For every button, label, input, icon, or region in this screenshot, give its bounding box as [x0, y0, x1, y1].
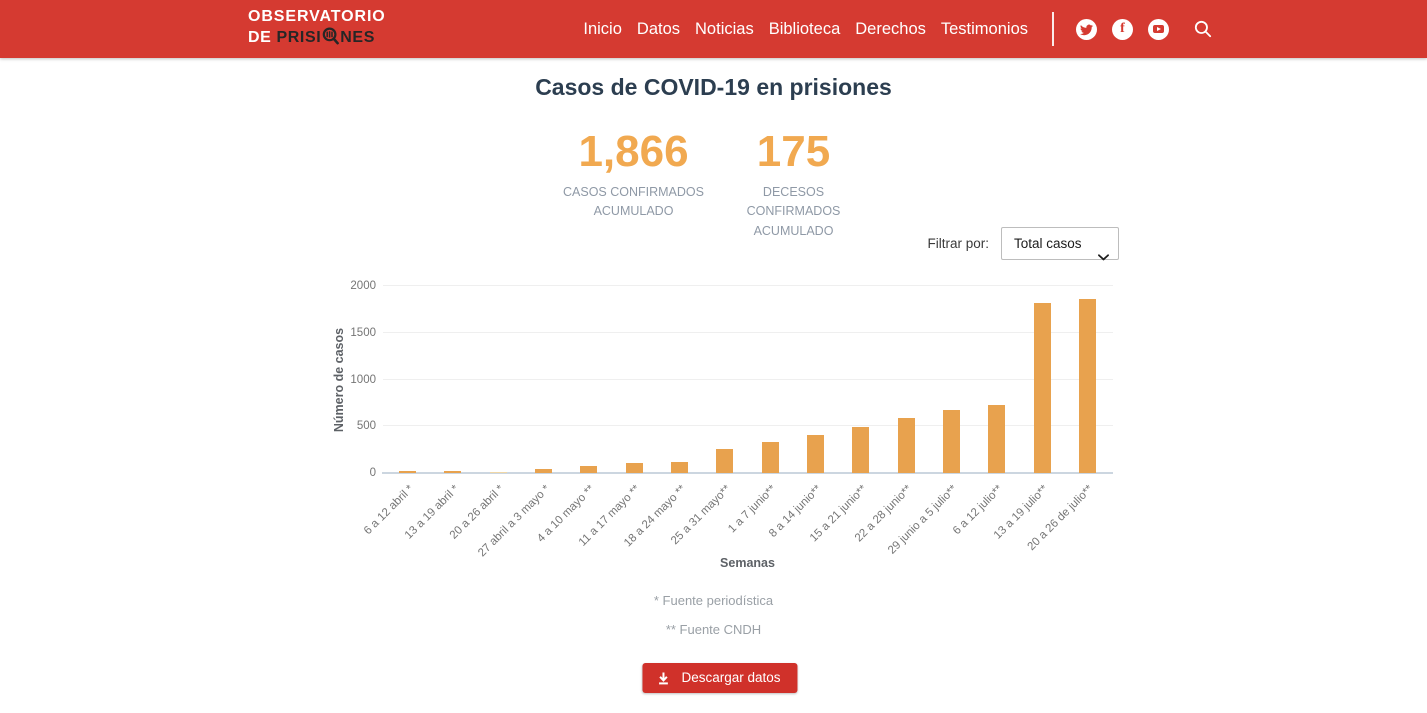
gridline: [383, 285, 1113, 286]
social-links: f: [1076, 18, 1212, 40]
filter-row: Filtrar por: Total casos: [927, 227, 1119, 261]
download-wrap: Descargar datos: [642, 663, 798, 693]
stats-row: 1,866 CASOS CONFIRMADOS ACUMULADO 175 DE…: [0, 130, 1427, 241]
facebook-icon[interactable]: f: [1112, 18, 1133, 40]
filter-selected-value: Total casos: [1014, 236, 1082, 251]
chart-bar[interactable]: [761, 442, 779, 473]
gridline: [383, 331, 1113, 333]
chart-bar[interactable]: [580, 465, 598, 473]
y-tick-label: 2000: [350, 280, 376, 292]
main-nav: Inicio Datos Noticias Biblioteca Derecho…: [583, 20, 1028, 39]
stat-value: 1,866: [578, 127, 689, 176]
nav-item-testimonios[interactable]: Testimonios: [940, 19, 1028, 38]
chart-bar[interactable]: [535, 468, 553, 473]
gridline: [383, 425, 1113, 427]
chart-bar[interactable]: [1033, 302, 1051, 473]
stat-label: CASOS CONFIRMADOS ACUMULADO: [563, 185, 704, 219]
x-axis-title: Semanas: [720, 556, 775, 570]
header-divider: [1052, 12, 1054, 46]
chart-bar[interactable]: [1078, 298, 1096, 473]
stat-confirmed-deaths: 175 DECESOS CONFIRMADOS ACUMULADO: [715, 130, 873, 241]
chart-bar[interactable]: [852, 426, 870, 473]
download-data-button[interactable]: Descargar datos: [642, 663, 798, 693]
twitter-icon[interactable]: [1076, 18, 1097, 40]
header: OBSERVATORIO DE PRISI NES Inicio Datos N…: [0, 0, 1427, 58]
logo-line2: DE PRISI NES: [248, 26, 386, 50]
download-icon: [656, 671, 670, 685]
chart-bar[interactable]: [897, 417, 915, 473]
chart-bar[interactable]: [671, 462, 689, 473]
logo-line1: OBSERVATORIO: [248, 8, 386, 26]
stat-value: 175: [756, 127, 831, 176]
page-title: Casos de COVID-19 en prisiones: [535, 74, 892, 100]
nav-item-datos[interactable]: Datos: [636, 19, 681, 38]
nav-item-derechos[interactable]: Derechos: [855, 19, 926, 38]
logo-nes: NES: [340, 29, 375, 46]
stat-confirmed-cases: 1,866 CASOS CONFIRMADOS ACUMULADO: [555, 130, 713, 241]
filter-label: Filtrar por:: [927, 236, 989, 251]
chart-bar[interactable]: [716, 449, 734, 473]
site-logo[interactable]: OBSERVATORIO DE PRISI NES: [248, 8, 386, 50]
chart-bar[interactable]: [625, 462, 643, 473]
filter-select[interactable]: Total casos: [1001, 227, 1119, 261]
chart-bar[interactable]: [444, 470, 462, 473]
search-icon[interactable]: [1194, 20, 1212, 38]
chart-bar[interactable]: [489, 471, 507, 473]
magnifier-bars-icon: [322, 26, 340, 50]
logo-de: DE: [248, 29, 272, 46]
x-axis-line: [382, 472, 1113, 474]
nav-item-biblioteca[interactable]: Biblioteca: [768, 19, 841, 38]
y-tick-label: 0: [369, 467, 376, 479]
y-tick-label: 1500: [350, 326, 376, 339]
footnote-source-cndh: ** Fuente CNDH: [665, 622, 762, 637]
chart-plot-area: Número de casos 0 500 1000 1500 2000 6 a 12 a…: [332, 280, 1113, 559]
download-button-label: Descargar datos: [681, 670, 781, 685]
chart-bar[interactable]: [399, 471, 417, 473]
stat-label: DECESOS CONFIRMADOS ACUMULADO: [746, 185, 841, 238]
gridline: [383, 378, 1113, 380]
chevron-down-icon: [1098, 241, 1109, 272]
y-tick-label: 1000: [350, 373, 376, 386]
chart-bar[interactable]: [988, 404, 1006, 473]
nav-item-noticias[interactable]: Noticias: [695, 19, 754, 38]
youtube-icon[interactable]: [1148, 18, 1169, 40]
nav-item-inicio[interactable]: Inicio: [583, 19, 622, 38]
footnote-source-press: * Fuente periodística: [653, 593, 774, 608]
chart-bar[interactable]: [806, 434, 824, 473]
chart-bar[interactable]: [942, 410, 960, 473]
y-tick-label: 500: [356, 420, 376, 433]
logo-prisi: PRISI: [276, 29, 322, 46]
